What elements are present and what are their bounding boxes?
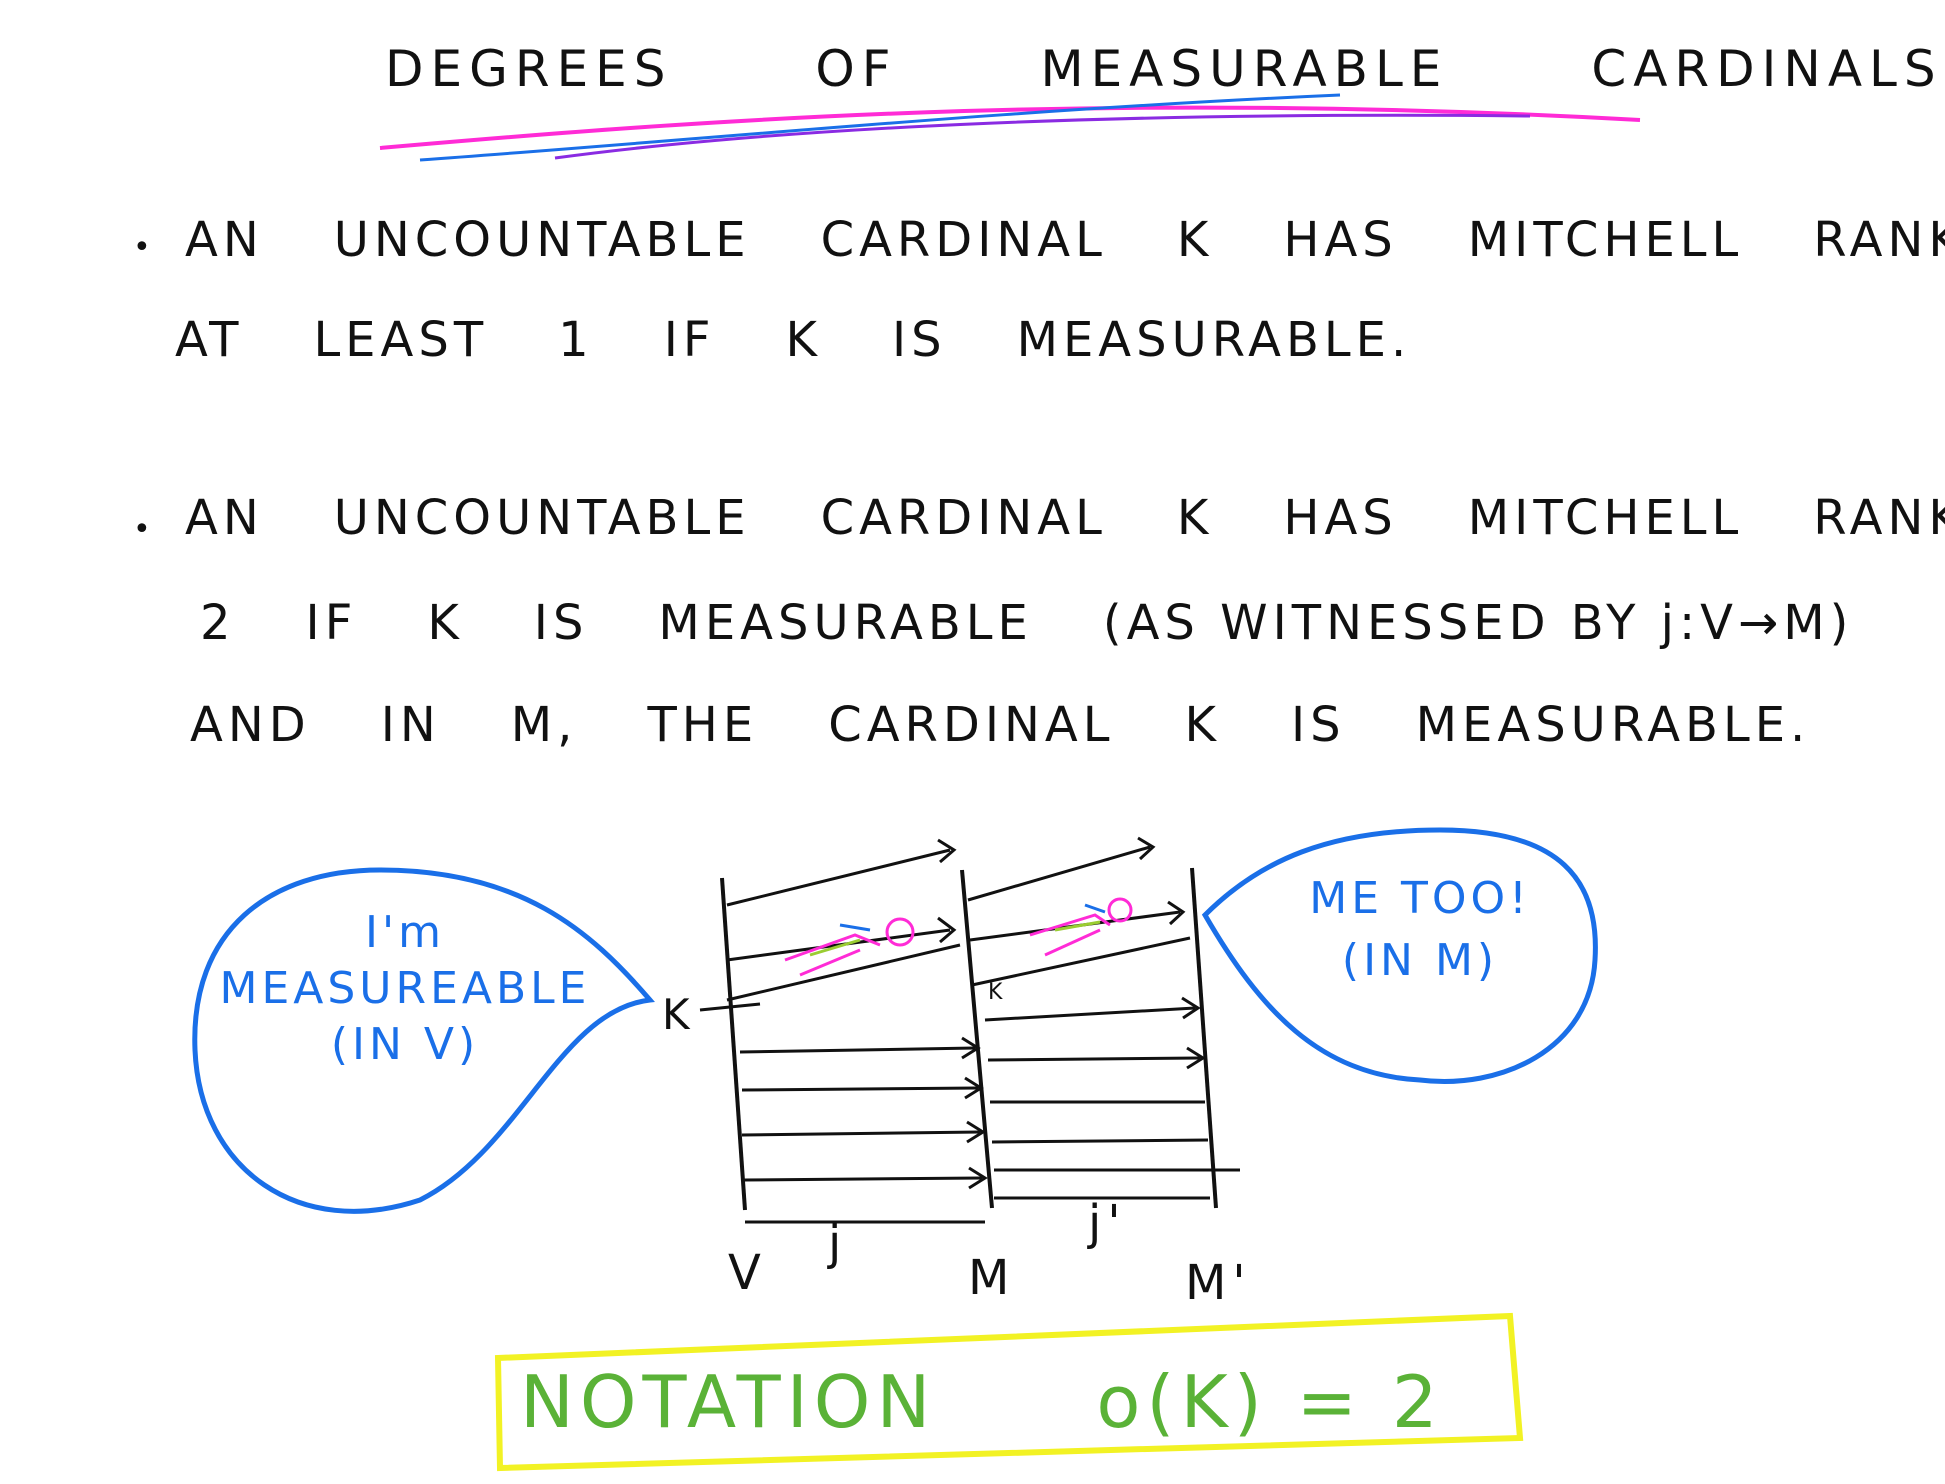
- word: RANK: [1813, 490, 1945, 546]
- word: K: [1176, 490, 1214, 546]
- word: CARDINAL: [820, 212, 1107, 268]
- word: AND: [190, 697, 311, 753]
- label-m: M: [968, 1250, 1016, 1306]
- word: UNCOUNTABLE: [333, 212, 751, 268]
- word: IS: [533, 595, 589, 651]
- page-title: DEGREES OF MEASURABLE CARDINALS: [385, 40, 1943, 98]
- bullet-1-line-1: AN UNCOUNTABLE CARDINAL K HAS MITCHELL RANK: [185, 212, 1945, 268]
- v-line: [720, 877, 747, 1211]
- word: 1: [558, 312, 594, 368]
- bullet-marker: •: [133, 512, 151, 547]
- word: THE: [647, 697, 759, 753]
- label-v: V: [728, 1245, 767, 1301]
- kappa-label-m: K: [988, 980, 1009, 1005]
- m-prime-line: [1190, 867, 1218, 1209]
- word: HAS: [1283, 490, 1398, 546]
- bullet-marker: •: [133, 230, 151, 265]
- title-underline-blue: [419, 93, 1341, 162]
- word: IS: [1290, 697, 1346, 753]
- kappa-tick: [699, 1002, 761, 1012]
- word: MITCHELL: [1467, 490, 1744, 546]
- word: MEASURABLE.: [1016, 312, 1412, 368]
- left-speech-bubble: [192, 867, 655, 1214]
- left-bubble-text: I'm MEASUREABLE (IN V): [205, 905, 605, 1073]
- title-word: OF: [815, 40, 898, 98]
- word: IN: [380, 697, 441, 753]
- word: AN: [185, 212, 264, 268]
- word: RANK: [1813, 212, 1945, 268]
- j-arrows-upper: [726, 838, 961, 1002]
- notation-text: NOTATION o(K) = 2: [520, 1360, 1444, 1444]
- right-speech-bubble: [1201, 827, 1598, 1084]
- j-prime-arrows: [967, 836, 1240, 1200]
- word: K: [785, 312, 822, 368]
- word: 2: [200, 595, 236, 651]
- bullet-1-line-2: AT LEAST 1 IF K IS MEASURABLE.: [175, 312, 1481, 368]
- word: MEASURABLE.: [1415, 697, 1811, 753]
- title-underline-purple: [554, 113, 1531, 160]
- word: K: [427, 595, 464, 651]
- j-arrows-lower: [739, 1036, 988, 1224]
- bubble-line: (IN V): [330, 1019, 480, 1070]
- word: IF: [305, 595, 358, 651]
- word: MEASURABLE: [658, 595, 1033, 651]
- title-underline-pink: [379, 105, 1641, 150]
- word: K: [1176, 212, 1214, 268]
- word: M,: [510, 697, 578, 753]
- stick-figure-left: [784, 917, 915, 977]
- word: (AS WITNESSED BY j:V→M): [1102, 595, 1854, 651]
- word: IS: [891, 312, 947, 368]
- word: CARDINAL: [820, 490, 1107, 546]
- bullet-2-line-1: AN UNCOUNTABLE CARDINAL K HAS MITCHELL RANK: [185, 490, 1945, 546]
- right-bubble-text: ME TOO! (IN M): [1270, 868, 1570, 992]
- title-word: DEGREES: [385, 40, 673, 98]
- word: LEAST: [313, 312, 489, 368]
- title-word: MEASURABLE: [1040, 40, 1449, 98]
- bubble-line: I'm: [365, 907, 445, 958]
- word: AN: [185, 490, 264, 546]
- bubble-line: ME TOO!: [1309, 873, 1531, 924]
- word: HAS: [1283, 212, 1398, 268]
- bullet-2-line-3: AND IN M, THE CARDINAL K IS MEASURABLE.: [190, 697, 1880, 753]
- word: K: [1184, 697, 1221, 753]
- label-j-prime: j': [1088, 1195, 1127, 1251]
- word: IF: [663, 312, 716, 368]
- notation-label: NOTATION: [520, 1360, 937, 1444]
- kappa-label-v: K: [662, 990, 696, 1039]
- stick-figure-right: [1029, 897, 1133, 957]
- m-line: [960, 869, 994, 1209]
- label-m-prime: M': [1185, 1255, 1252, 1311]
- notation-box: [494, 1312, 1524, 1472]
- word: MITCHELL: [1467, 212, 1744, 268]
- label-j: j: [828, 1215, 848, 1271]
- word: CARDINAL: [828, 697, 1115, 753]
- title-word: CARDINALS: [1591, 40, 1943, 98]
- notation-formula: o(K) = 2: [1096, 1360, 1444, 1444]
- bullet-2-line-2: 2 IF K IS MEASURABLE (AS WITNESSED BY j:V→M): [200, 595, 1853, 651]
- word: AT: [175, 312, 244, 368]
- bubble-line: MEASUREABLE: [219, 963, 591, 1014]
- bubble-line: (IN M): [1341, 935, 1499, 986]
- word: UNCOUNTABLE: [333, 490, 751, 546]
